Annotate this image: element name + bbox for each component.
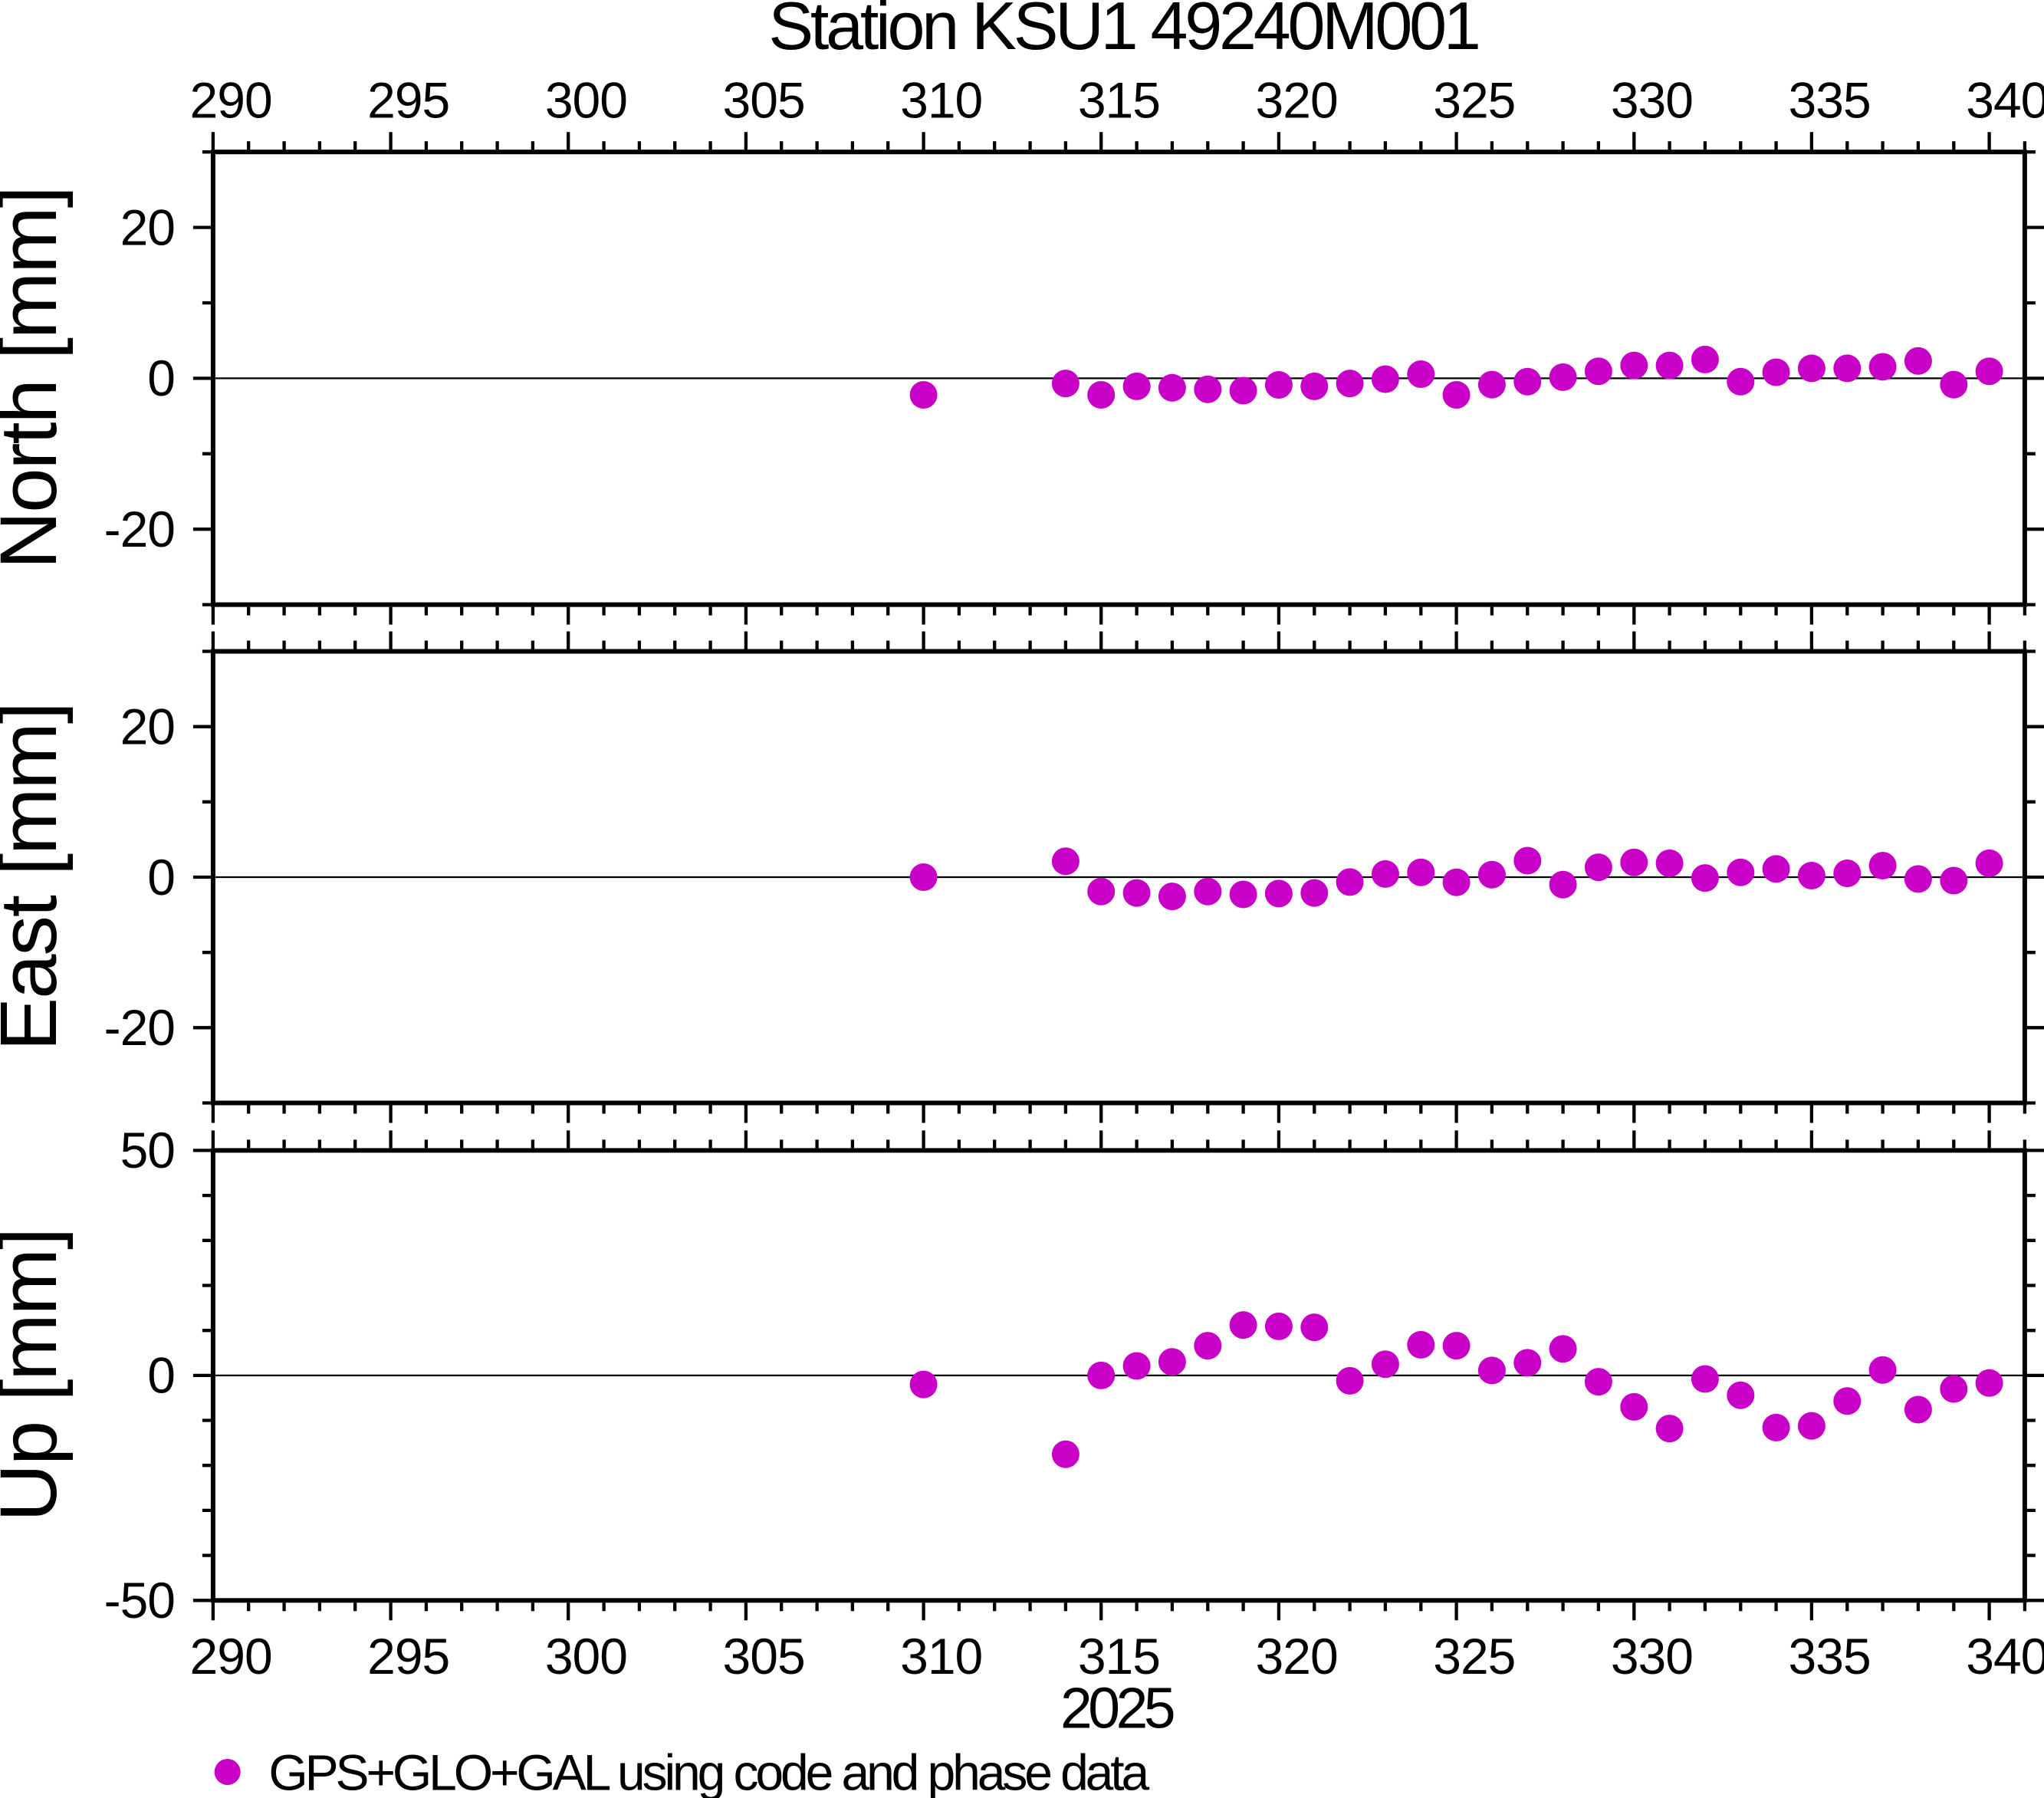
svg-text:Up [mm]: Up [mm] — [0, 1229, 74, 1522]
svg-text:0: 0 — [147, 350, 175, 406]
svg-text:290: 290 — [190, 1628, 272, 1685]
svg-text:320: 320 — [1256, 1628, 1338, 1685]
svg-text:335: 335 — [1789, 72, 1871, 129]
svg-text:295: 295 — [367, 72, 449, 129]
svg-text:340: 340 — [1966, 72, 2044, 129]
svg-text:2025: 2025 — [1060, 1675, 1174, 1740]
svg-text:East [mm]: East [mm] — [0, 703, 74, 1051]
svg-text:325: 325 — [1433, 1628, 1515, 1685]
svg-text:300: 300 — [545, 72, 627, 129]
svg-text:330: 330 — [1611, 72, 1693, 129]
svg-text:330: 330 — [1611, 1628, 1693, 1685]
svg-text:GPS+GLO+GAL using code and pha: GPS+GLO+GAL using code and phase data — [268, 1744, 1149, 1798]
svg-text:0: 0 — [147, 1347, 175, 1404]
svg-text:310: 310 — [900, 1628, 982, 1685]
svg-text:305: 305 — [723, 1628, 805, 1685]
svg-text:50: 50 — [120, 1122, 175, 1178]
svg-text:-20: -20 — [104, 501, 175, 557]
svg-text:Station KSU1 49240M001: Station KSU1 49240M001 — [768, 0, 1477, 64]
svg-text:315: 315 — [1078, 72, 1160, 129]
svg-text:315: 315 — [1078, 1628, 1160, 1685]
svg-text:290: 290 — [190, 72, 272, 129]
svg-text:340: 340 — [1966, 1628, 2044, 1685]
svg-text:325: 325 — [1433, 72, 1515, 129]
svg-text:335: 335 — [1789, 1628, 1871, 1685]
svg-text:305: 305 — [723, 72, 805, 129]
svg-text:320: 320 — [1256, 72, 1338, 129]
svg-text:-50: -50 — [104, 1572, 175, 1629]
svg-text:-20: -20 — [104, 999, 175, 1056]
svg-text:20: 20 — [120, 698, 175, 755]
svg-text:310: 310 — [900, 72, 982, 129]
svg-text:North [mm]: North [mm] — [0, 187, 74, 569]
svg-text:0: 0 — [147, 849, 175, 906]
svg-text:295: 295 — [367, 1628, 449, 1685]
svg-text:300: 300 — [545, 1628, 627, 1685]
svg-text:20: 20 — [120, 199, 175, 255]
